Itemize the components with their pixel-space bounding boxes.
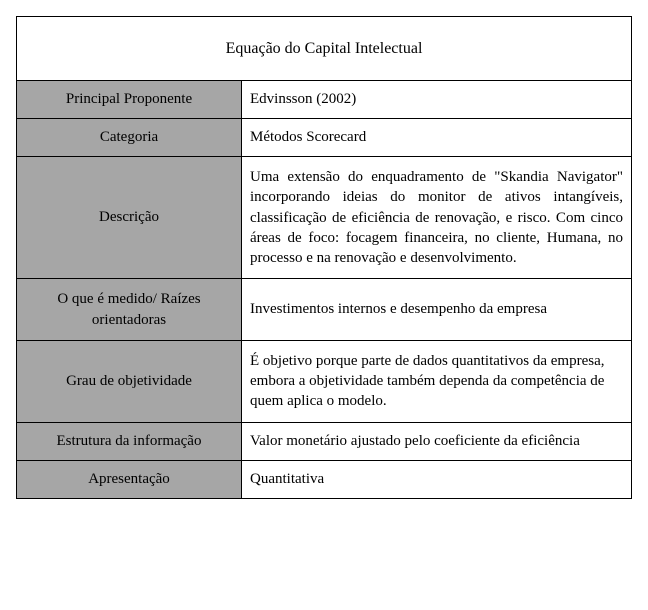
- table-row: O que é medido/ Raízes orientadoras Inve…: [17, 279, 632, 341]
- row-value-proponente: Edvinsson (2002): [242, 81, 632, 119]
- row-label-proponente: Principal Proponente: [17, 81, 242, 119]
- row-label-medido: O que é medido/ Raízes orientadoras: [17, 279, 242, 341]
- row-value-categoria: Métodos Scorecard: [242, 119, 632, 157]
- ic-equation-table: Equação do Capital Intelectual Principal…: [16, 16, 632, 499]
- row-label-estrutura: Estrutura da informação: [17, 422, 242, 460]
- row-value-apresentacao: Quantitativa: [242, 460, 632, 498]
- row-label-descricao: Descrição: [17, 157, 242, 279]
- table-row: Principal Proponente Edvinsson (2002): [17, 81, 632, 119]
- row-value-descricao: Uma extensão do enquadramento de "Skandi…: [242, 157, 632, 279]
- row-value-objetividade: É objetivo porque parte de dados quantit…: [242, 340, 632, 422]
- row-value-estrutura: Valor monetário ajustado pelo coeficient…: [242, 422, 632, 460]
- table-row: Estrutura da informação Valor monetário …: [17, 422, 632, 460]
- table-row: Apresentação Quantitativa: [17, 460, 632, 498]
- table-row: Grau de objetividade É objetivo porque p…: [17, 340, 632, 422]
- row-value-medido: Investimentos internos e desempenho da e…: [242, 279, 632, 341]
- row-label-categoria: Categoria: [17, 119, 242, 157]
- row-label-objetividade: Grau de objetividade: [17, 340, 242, 422]
- row-label-apresentacao: Apresentação: [17, 460, 242, 498]
- table-row: Descrição Uma extensão do enquadramento …: [17, 157, 632, 279]
- table-row: Categoria Métodos Scorecard: [17, 119, 632, 157]
- table-title: Equação do Capital Intelectual: [17, 17, 632, 81]
